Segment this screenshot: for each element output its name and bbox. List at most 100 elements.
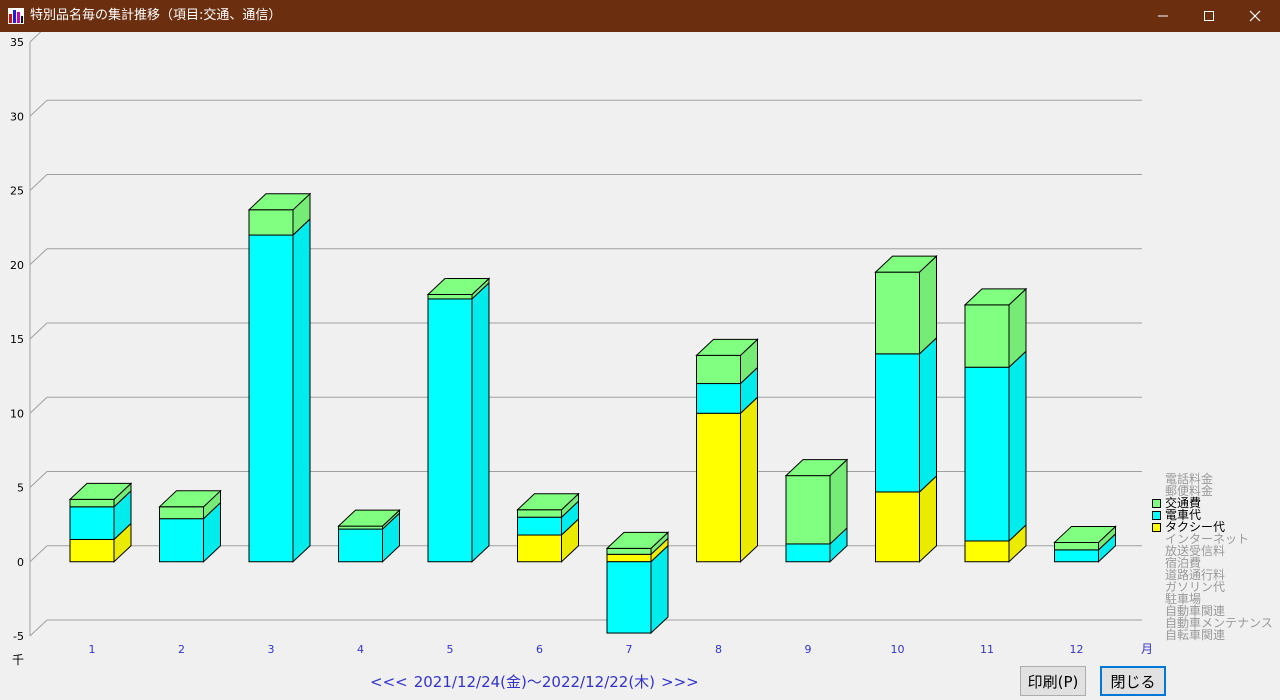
period-range: 2021/12/24(金)～2022/12/22(木) bbox=[413, 673, 656, 691]
x-tick-label: 3 bbox=[268, 643, 275, 656]
x-tick-label: 8 bbox=[715, 643, 722, 656]
y-tick-label: 25 bbox=[10, 185, 24, 198]
legend-swatch bbox=[1152, 523, 1161, 532]
gridline-slant bbox=[29, 32, 42, 43]
bar-segment bbox=[69, 538, 115, 563]
y-tick-label: 20 bbox=[10, 259, 24, 272]
bar-top-face bbox=[337, 509, 401, 527]
bar-segment bbox=[785, 543, 831, 563]
bar-segment bbox=[606, 547, 652, 555]
minimize-button[interactable] bbox=[1140, 0, 1186, 32]
title-bar: 特別品名毎の集計推移（項目:交通、通信） bbox=[0, 0, 1280, 32]
bar-stack-1 bbox=[68, 482, 133, 563]
gridline-slant bbox=[29, 174, 48, 191]
gridline-slant bbox=[29, 322, 48, 340]
bar-top-face bbox=[963, 288, 1028, 306]
legend-label: 郵便料金 bbox=[1165, 484, 1214, 498]
bar-segment bbox=[517, 509, 562, 518]
y-tick-label: 35 bbox=[10, 36, 24, 49]
y-tick-label: 0 bbox=[17, 556, 24, 569]
legend-label: 電車代 bbox=[1165, 508, 1202, 522]
x-tick-label: 10 bbox=[891, 643, 905, 656]
gridline-slant bbox=[29, 248, 48, 266]
bar-segment bbox=[1054, 549, 1099, 563]
bar-segment bbox=[427, 293, 473, 300]
close-window-button[interactable] bbox=[1232, 0, 1278, 32]
y-tick-label: 10 bbox=[10, 407, 24, 420]
legend-item[interactable]: 自動車関連 bbox=[1152, 605, 1273, 617]
legend-item[interactable]: 自転車関連 bbox=[1152, 629, 1273, 641]
bar-chart-app-icon bbox=[8, 8, 24, 24]
bar-top-face bbox=[158, 490, 222, 508]
bar-segment-side bbox=[650, 544, 669, 635]
bar-stack-10 bbox=[874, 255, 938, 563]
legend-item[interactable]: 交通費 bbox=[1152, 497, 1273, 509]
y-tick-label: 15 bbox=[10, 333, 24, 346]
maximize-button[interactable] bbox=[1186, 0, 1232, 32]
x-tick-label: 4 bbox=[357, 643, 364, 656]
legend-item[interactable]: 郵便料金 bbox=[1152, 485, 1273, 497]
legend-item[interactable]: 自動車メンテナンス bbox=[1152, 617, 1273, 629]
bar-segment bbox=[69, 498, 115, 508]
bar-segment-side bbox=[471, 281, 490, 563]
bar-top-face bbox=[695, 338, 759, 356]
print-button[interactable]: 印刷(P) bbox=[1020, 666, 1086, 696]
bar-top-face bbox=[68, 482, 133, 500]
legend-item[interactable]: 駐車場 bbox=[1152, 593, 1273, 605]
bar-stack-9 bbox=[784, 458, 849, 563]
bar-segment bbox=[696, 354, 741, 385]
bar-stack-12 bbox=[1053, 525, 1117, 563]
bar-top-face bbox=[1053, 525, 1117, 543]
y-tick-label: -5 bbox=[13, 630, 24, 643]
legend-label: 駐車場 bbox=[1165, 592, 1202, 606]
x-tick-label: 2 bbox=[178, 643, 185, 656]
close-icon bbox=[1249, 10, 1261, 22]
next-period-link[interactable]: >>> bbox=[661, 673, 699, 691]
legend-label: 放送受信料 bbox=[1165, 544, 1226, 558]
x-tick-label: 1 bbox=[89, 643, 96, 656]
legend-item[interactable]: ガソリン代 bbox=[1152, 581, 1273, 593]
bar-segment bbox=[517, 534, 562, 563]
gridline-slant bbox=[29, 545, 48, 563]
bar-segment bbox=[875, 271, 920, 355]
gridline-slant bbox=[29, 99, 48, 117]
legend-swatch bbox=[1152, 511, 1161, 520]
minimize-icon bbox=[1158, 15, 1168, 17]
y-tick-label: 5 bbox=[17, 482, 24, 495]
bar-top-face bbox=[516, 493, 580, 511]
legend-item[interactable]: 電車代 bbox=[1152, 509, 1273, 521]
x-unit-label: 月 bbox=[1141, 642, 1153, 656]
maximize-icon bbox=[1204, 11, 1214, 21]
bar-stack-11 bbox=[963, 287, 1028, 563]
bar-stack-3 bbox=[247, 192, 312, 563]
bar-stack-8 bbox=[695, 338, 759, 563]
legend-label: 宿泊費 bbox=[1165, 556, 1202, 570]
bar-segment bbox=[606, 553, 652, 563]
bar-top-face bbox=[784, 459, 849, 477]
bar-segment bbox=[1054, 541, 1099, 551]
legend-item[interactable]: タクシー代 bbox=[1152, 521, 1273, 533]
bar-segment bbox=[875, 353, 920, 493]
legend-item[interactable]: 放送受信料 bbox=[1152, 545, 1273, 557]
legend-label: 交通費 bbox=[1165, 496, 1202, 510]
bar-segment-side bbox=[919, 255, 937, 356]
x-tick-label: 9 bbox=[805, 643, 812, 656]
bar-segment bbox=[248, 209, 294, 236]
x-tick-label: 5 bbox=[447, 643, 454, 656]
legend-item[interactable]: インターネット bbox=[1152, 533, 1273, 545]
close-button[interactable]: 閉じる bbox=[1100, 666, 1166, 696]
bar-segment bbox=[785, 475, 831, 545]
previous-period-link[interactable]: <<< bbox=[370, 673, 408, 691]
bar-stack-5 bbox=[426, 277, 491, 563]
legend-item[interactable]: 宿泊費 bbox=[1152, 557, 1273, 569]
y-unit-label: 千 bbox=[12, 653, 24, 667]
bar-segment bbox=[69, 506, 115, 540]
chart-legend: 電話料金 郵便料金 交通費 電車代 タクシー代 インターネット 放送受信料 宿泊費 道路通行料ガ… bbox=[1152, 473, 1273, 641]
gridline-slant bbox=[29, 619, 48, 637]
legend-item[interactable]: 道路通行料 bbox=[1152, 569, 1273, 581]
x-tick-label: 12 bbox=[1070, 643, 1084, 656]
bar-segment-side bbox=[292, 217, 311, 563]
legend-item[interactable]: 電話料金 bbox=[1152, 473, 1273, 485]
